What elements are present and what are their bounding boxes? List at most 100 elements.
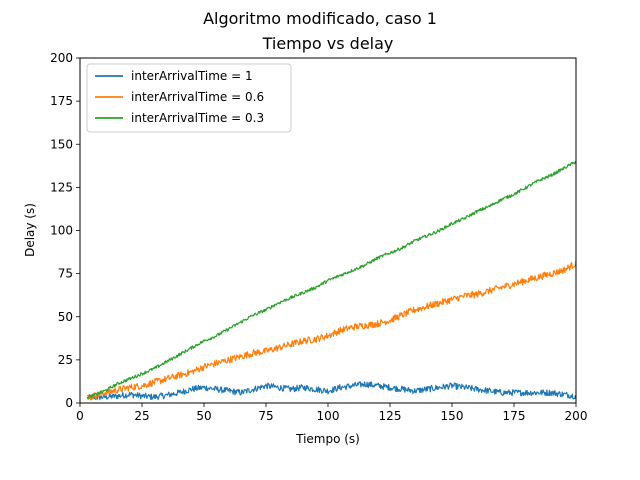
data-point: [402, 247, 403, 248]
data-point: [241, 356, 242, 357]
data-point: [228, 390, 229, 391]
data-point: [315, 389, 316, 390]
data-point: [501, 392, 502, 393]
data-point: [154, 368, 155, 369]
series-line-2: [86, 259, 577, 401]
data-point: [241, 392, 242, 393]
data-point: [439, 230, 440, 231]
data-point: [427, 389, 428, 390]
data-point: [141, 385, 142, 386]
data-point: [340, 387, 341, 388]
data-point: [303, 340, 304, 341]
data-point: [327, 280, 328, 281]
data-point: [203, 387, 204, 388]
y-tick-label: 200: [50, 51, 73, 65]
data-point: [278, 302, 279, 303]
data-point: [315, 287, 316, 288]
x-tick-label: 100: [317, 409, 340, 423]
data-point: [526, 187, 527, 188]
data-point: [551, 273, 552, 274]
data-point: [141, 373, 142, 374]
data-point: [414, 390, 415, 391]
data-point: [179, 375, 180, 376]
data-point: [104, 390, 105, 391]
data-point: [265, 385, 266, 386]
data-point: [513, 283, 514, 284]
data-point: [290, 297, 291, 298]
data-point: [476, 294, 477, 295]
legend-box: [86, 63, 292, 133]
legend-label: interArrivalTime = 0.3: [131, 111, 264, 125]
data-point: [117, 389, 118, 390]
data-point: [290, 344, 291, 345]
data-point: [501, 199, 502, 200]
data-point: [154, 396, 155, 397]
data-point: [278, 387, 279, 388]
x-tick-label: 25: [134, 409, 149, 423]
y-tick-label: 0: [65, 396, 73, 410]
data-point: [513, 392, 514, 393]
y-tick-label: 125: [50, 180, 73, 194]
data-point: [551, 175, 552, 176]
legend-label: interArrivalTime = 0.6: [131, 90, 264, 104]
data-point: [340, 330, 341, 331]
y-tick-label: 50: [58, 310, 73, 324]
series-line-3: [86, 160, 577, 400]
data-point: [489, 290, 490, 291]
y-tick-label: 75: [58, 267, 73, 281]
data-point: [265, 351, 266, 352]
data-point: [117, 396, 118, 397]
chart-suptitle: Algoritmo modificado, caso 1: [203, 9, 437, 28]
data-point: [117, 383, 118, 384]
data-point: [389, 387, 390, 388]
data-point: [228, 328, 229, 329]
data-point: [241, 321, 242, 322]
data-point: [427, 235, 428, 236]
data-point: [538, 180, 539, 181]
data-point: [476, 211, 477, 212]
data-point: [377, 258, 378, 259]
x-tick-label: 50: [196, 409, 211, 423]
data-point: [414, 309, 415, 310]
data-point: [489, 390, 490, 391]
data-point: [166, 395, 167, 396]
chart-title: Tiempo vs delay: [262, 34, 394, 53]
y-tick-label: 100: [50, 224, 73, 238]
data-point: [377, 323, 378, 324]
data-point: [439, 387, 440, 388]
data-point: [352, 327, 353, 328]
data-point: [464, 218, 465, 219]
data-point: [526, 280, 527, 281]
y-tick-label: 175: [50, 94, 73, 108]
data-point: [228, 359, 229, 360]
x-tick-label: 175: [503, 409, 526, 423]
y-tick-label: 150: [50, 137, 73, 151]
data-point: [365, 383, 366, 384]
data-point: [216, 363, 217, 364]
data-point: [216, 389, 217, 390]
data-point: [389, 252, 390, 253]
data-point: [203, 366, 204, 367]
data-point: [203, 340, 204, 341]
data-point: [476, 389, 477, 390]
data-point: [166, 361, 167, 362]
data-point: [501, 287, 502, 288]
data-point: [278, 347, 279, 348]
data-point: [191, 371, 192, 372]
data-point: [166, 378, 167, 379]
data-point: [303, 292, 304, 293]
x-axis-label: Tiempo (s): [295, 432, 360, 446]
data-point: [464, 295, 465, 296]
data-point: [253, 352, 254, 353]
data-point: [563, 168, 564, 169]
plot-area: 0 25 50 75 100 125 150 175 200 0 25 50 75 100 125 150 17…: [50, 51, 587, 423]
data-point: [551, 392, 552, 393]
data-point: [265, 309, 266, 310]
data-point: [365, 264, 366, 265]
data-point: [315, 339, 316, 340]
data-point: [377, 385, 378, 386]
data-point: [253, 389, 254, 390]
data-point: [141, 396, 142, 397]
x-tick-label: 200: [565, 409, 588, 423]
